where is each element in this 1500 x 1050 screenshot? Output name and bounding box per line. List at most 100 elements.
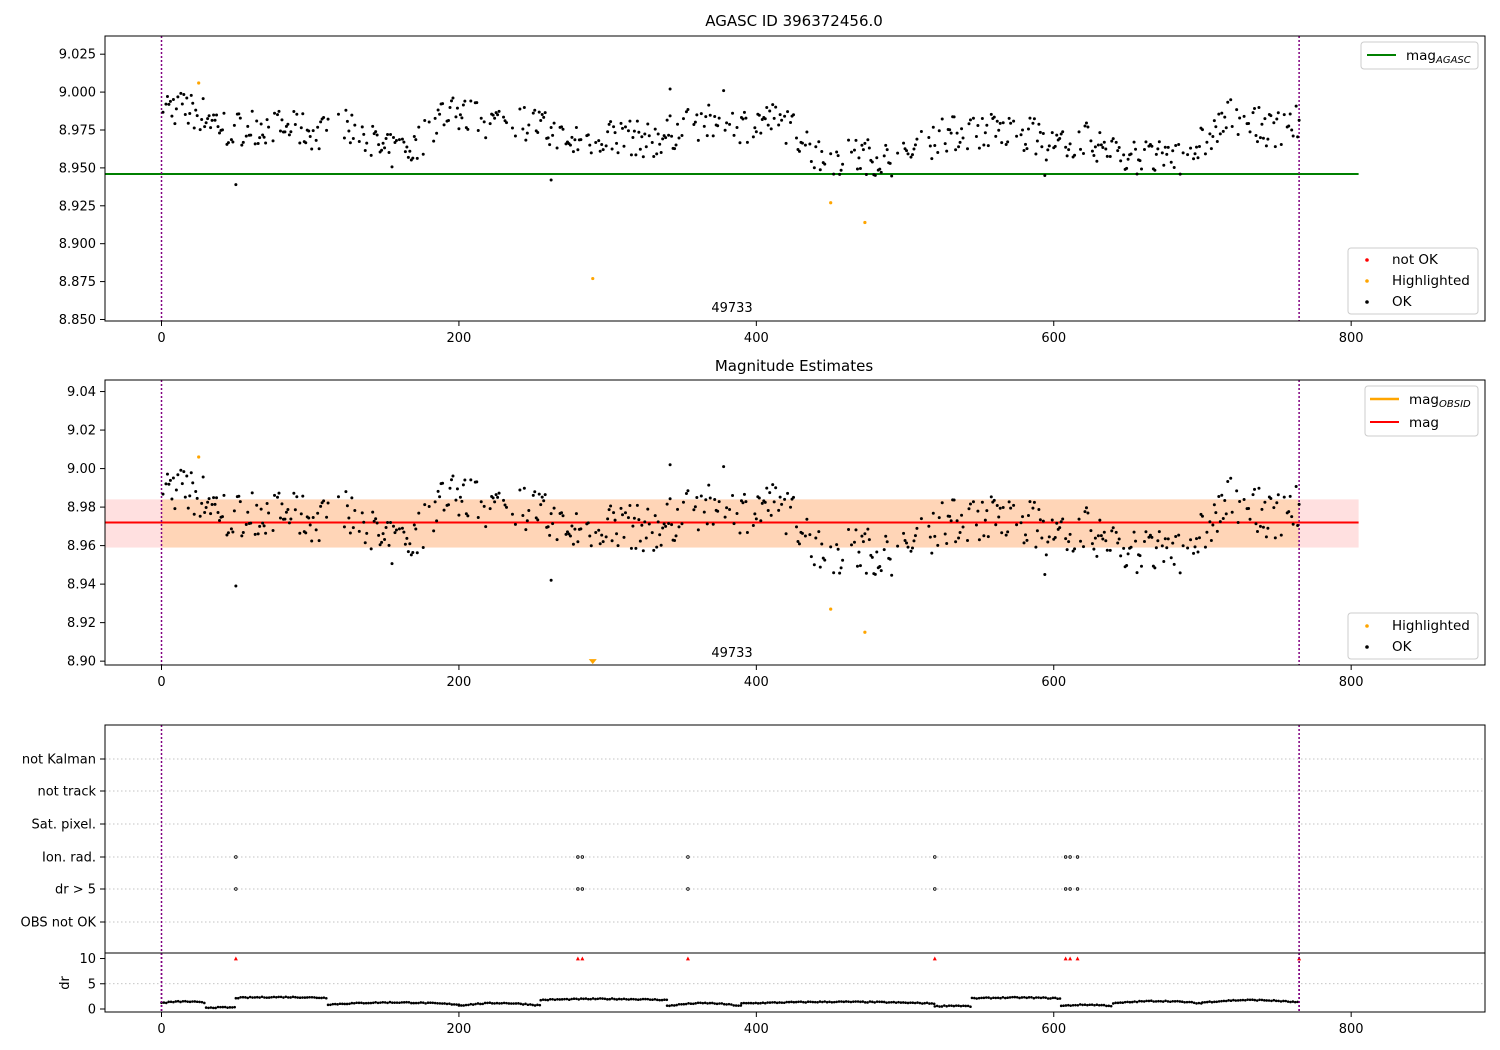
ok-point — [548, 533, 552, 537]
dr-point — [832, 1000, 836, 1004]
ok-point — [165, 472, 169, 476]
ok-point — [406, 550, 410, 554]
ok-point — [656, 132, 660, 136]
dr-point — [474, 1002, 477, 1006]
dr-point — [167, 1000, 170, 1004]
dr-point — [1195, 1002, 1198, 1005]
ok-point — [1150, 535, 1154, 539]
legend-mag-obsid-label: mag — [1409, 392, 1439, 408]
ok-point — [316, 511, 320, 515]
ok-point — [415, 551, 419, 555]
dr-point — [1015, 995, 1019, 999]
ok-point — [1044, 553, 1048, 557]
ok-point — [384, 526, 388, 530]
dr-point — [1267, 999, 1271, 1002]
dr-point — [1093, 1003, 1096, 1007]
dr-point — [906, 1001, 910, 1005]
dr-point — [1123, 1000, 1127, 1004]
ok-point — [182, 93, 186, 97]
ok-point — [310, 147, 314, 151]
ok-point — [357, 529, 361, 533]
ok-point — [414, 138, 418, 142]
legend-highlighted-label: Highlighted — [1392, 618, 1470, 634]
ok-point — [693, 505, 697, 509]
ok-point — [555, 146, 559, 150]
dr-point — [1058, 997, 1062, 1000]
ok-point — [451, 474, 455, 478]
dr-red-marker — [580, 956, 585, 961]
ok-point — [702, 124, 706, 128]
panel2-obsid-label: 49733 — [711, 646, 752, 661]
ok-point — [915, 526, 919, 530]
ok-point — [1032, 500, 1036, 504]
ok-point — [283, 517, 287, 521]
ok-point — [1122, 153, 1126, 157]
ok-point — [705, 134, 709, 138]
dr-point — [615, 998, 619, 1001]
dr-point — [792, 1000, 796, 1004]
ok-point — [763, 500, 767, 504]
ok-point — [546, 136, 550, 140]
ok-point — [665, 502, 669, 506]
dr-point — [938, 1005, 941, 1008]
ok-point — [185, 474, 189, 478]
dr-point — [816, 1000, 819, 1004]
ok-point — [1134, 539, 1138, 543]
ok-point — [738, 141, 742, 145]
ytick-label: 8.950 — [59, 161, 96, 176]
ok-point — [1079, 147, 1083, 151]
ok-point — [1153, 168, 1157, 172]
ok-point — [668, 114, 672, 118]
ok-point — [1257, 106, 1261, 110]
ok-point — [676, 507, 680, 511]
ok-point — [1160, 544, 1164, 548]
ok-point — [960, 513, 964, 517]
ok-point — [931, 125, 935, 129]
dr-point — [1277, 999, 1280, 1003]
ok-point — [1148, 533, 1152, 537]
ok-point — [552, 506, 556, 510]
dr-point — [923, 1001, 926, 1005]
panel4-frame — [104, 952, 1486, 1013]
dr-point — [1159, 999, 1163, 1003]
ok-point — [183, 113, 187, 117]
ok-point — [194, 108, 198, 112]
dr-point — [1243, 998, 1247, 1002]
ok-point — [206, 117, 210, 121]
ok-point — [1067, 540, 1071, 544]
ok-point — [1144, 530, 1148, 534]
dr-point — [785, 1000, 788, 1004]
dr-point — [1140, 999, 1144, 1003]
ok-point — [681, 117, 685, 121]
ok-point — [192, 512, 196, 516]
ok-point — [658, 533, 662, 537]
dr-point — [379, 1001, 382, 1004]
dr-point — [1049, 997, 1052, 1000]
ok-point — [1291, 522, 1295, 526]
dr-point — [436, 1001, 439, 1005]
dr-point — [546, 998, 550, 1002]
dr-gt5-point — [933, 887, 937, 891]
ok-point — [394, 138, 398, 142]
ok-point — [1028, 500, 1032, 504]
ok-point — [707, 103, 711, 107]
dr-point — [483, 1001, 487, 1005]
flag-label: Ion. rad. — [42, 851, 96, 866]
ok-point — [384, 137, 388, 141]
ok-point — [317, 147, 321, 151]
ok-point — [1177, 142, 1181, 146]
dr-point — [191, 1000, 194, 1003]
ok-point — [1279, 143, 1283, 147]
ok-point — [952, 498, 956, 502]
ok-point — [1290, 128, 1294, 132]
ok-point — [387, 543, 391, 547]
ok-point — [1142, 540, 1146, 544]
ion-rad-point — [1075, 855, 1080, 859]
ok-point — [273, 493, 277, 497]
ok-point — [1046, 148, 1050, 152]
dr-point — [1192, 1001, 1196, 1005]
dr-point — [429, 1001, 432, 1005]
ok-point — [812, 166, 816, 170]
dr-point — [1011, 995, 1014, 999]
